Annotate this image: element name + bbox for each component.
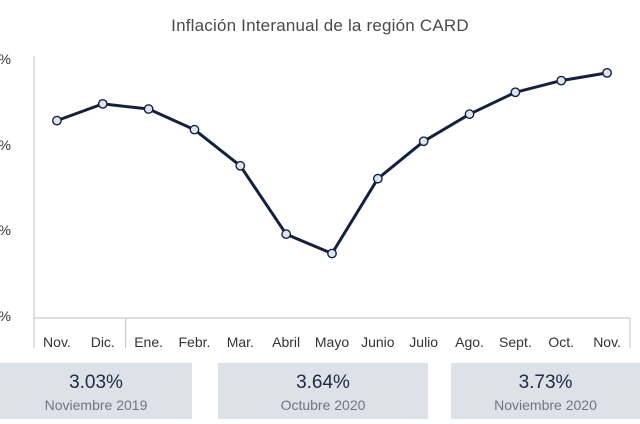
summary-label: Octubre 2020 (280, 397, 366, 413)
data-point (464, 109, 475, 120)
x-tick-label: Dic. (91, 334, 115, 350)
data-point (235, 160, 246, 171)
y-tick-label: % (0, 51, 11, 67)
x-tick-label: Nov. (593, 334, 621, 350)
data-point (189, 124, 200, 135)
summary-label: Noviembre 2019 (44, 397, 148, 413)
x-tick-label: Oct. (548, 334, 574, 350)
chart-series (52, 68, 612, 259)
data-point (372, 173, 383, 184)
data-point (327, 248, 337, 259)
summary-box-oct-2020: 3.64% Octubre 2020 (218, 363, 428, 419)
summary-box-nov-2019: 3.03% Noviembre 2019 (0, 363, 192, 419)
data-point (281, 229, 292, 240)
y-tick-label: % (0, 308, 11, 324)
data-point (510, 87, 521, 98)
chart-title: Inflación Interanual de la región CARD (171, 16, 469, 35)
summary-boxes: 3.03% Noviembre 2019 3.64% Octubre 2020 … (0, 363, 640, 419)
x-tick-label: Ene. (134, 334, 163, 350)
data-point (52, 115, 62, 126)
summary-box-nov-2020: 3.73% Noviembre 2020 (451, 363, 640, 419)
line-chart: Nov. Dic. Ene. Febr. Mar. Abril Mayo Junio Julio… (0, 51, 631, 350)
x-tick-label: Abril (272, 334, 300, 350)
x-tick-label: Mar. (227, 334, 254, 350)
data-point (97, 98, 108, 109)
x-tick-label: Julio (409, 334, 438, 350)
x-tick-label: Sept. (499, 334, 532, 350)
data-point (556, 75, 567, 86)
data-point (418, 136, 429, 147)
x-tick-label: Febr. (179, 334, 211, 350)
summary-value: 3.73% (518, 372, 573, 393)
summary-value: 3.64% (296, 372, 350, 393)
x-tick-label: Junio (361, 334, 395, 350)
data-point (143, 104, 154, 114)
series-line (56, 71, 608, 255)
summary-value: 3.03% (69, 372, 123, 393)
x-tick-label: Nov. (43, 334, 71, 350)
y-tick-label: % (0, 137, 11, 153)
x-tick-label: Ago. (455, 334, 484, 350)
x-tick-label: Mayo (315, 334, 349, 350)
chart-axes (33, 56, 631, 348)
data-point (602, 68, 612, 78)
summary-label: Noviembre 2020 (494, 397, 597, 413)
y-tick-label: % (0, 222, 11, 238)
x-axis-ticks: Nov. Dic. Ene. Febr. Mar. Abril Mayo Junio Julio… (43, 334, 621, 350)
y-axis-ticks: %%%% (0, 51, 11, 324)
